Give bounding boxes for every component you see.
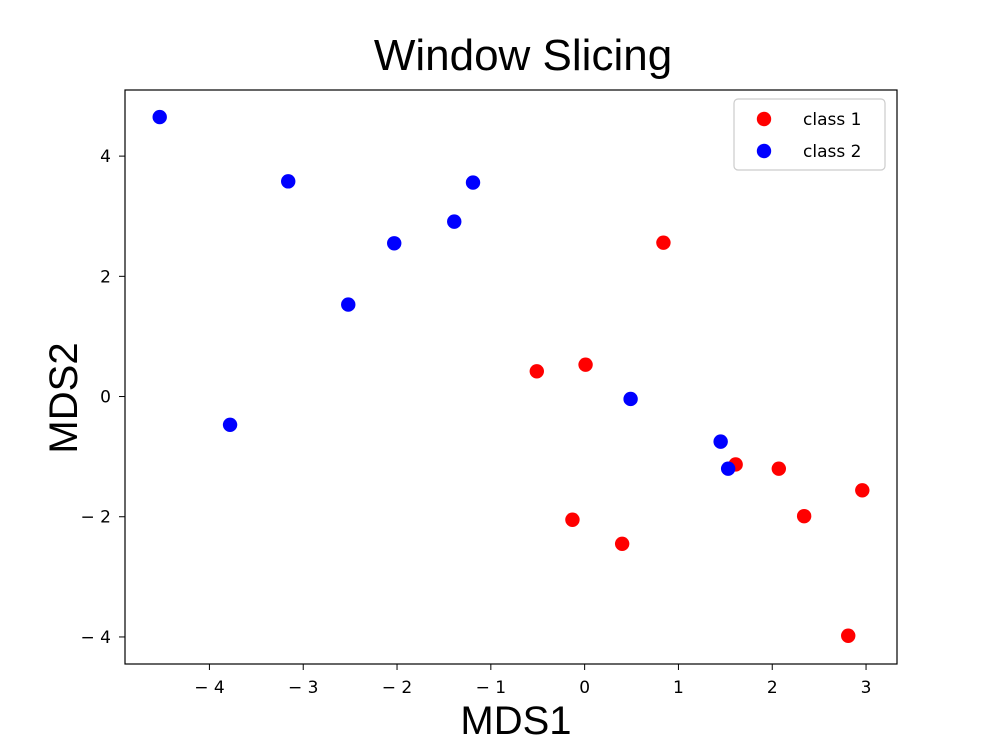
x-axis-ticks: − 4 − 3 − 2 − 1 0 1 2 3 [194,664,871,698]
x-tick-label: − 1 [476,678,506,698]
data-point-class-2 [465,175,481,190]
y-tick-label: 4 [100,147,111,167]
legend-label: class 2 [803,142,861,162]
legend-marker [756,111,772,127]
data-point-class-2 [222,417,238,432]
data-point-class-1 [614,536,630,551]
axes-frame [124,89,898,665]
data-point-class-2 [623,391,638,407]
data-point-class-1 [855,483,870,498]
legend: class 1 class 2 [733,98,886,171]
data-point-class-1 [565,512,580,527]
data-point-class-2 [720,461,736,476]
data-point-class-2 [341,297,356,312]
data-point-class-1 [771,461,787,476]
x-tick-label: 1 [673,678,684,698]
data-point-class-2 [281,174,296,189]
legend-box [733,98,886,171]
y-tick-label: 2 [100,267,111,287]
data-point-class-1 [796,508,812,524]
data-points [152,109,870,643]
data-point-class-1 [578,357,593,372]
y-axis-label: MDS2 [42,342,86,453]
data-point-class-1 [529,364,544,379]
y-tick-label: − 2 [81,508,111,528]
y-tick-label: − 4 [81,628,111,648]
x-axis-label: MDS1 [460,699,571,743]
plot-area: − 4 − 3 − 2 − 1 0 1 2 3 − 4 − 2 0 2 4 [81,89,898,698]
data-point-class-1 [841,628,856,643]
data-point-class-2 [387,236,402,251]
x-tick-label: − 2 [382,678,412,698]
x-tick-label: − 4 [194,678,224,698]
legend-marker [756,143,772,159]
data-point-class-2 [713,434,728,449]
chart-title: Window Slicing [374,31,672,80]
y-tick-label: 0 [100,388,111,408]
legend-label: class 1 [803,110,861,130]
x-tick-label: − 3 [288,678,318,698]
y-axis-ticks: − 4 − 2 0 2 4 [81,147,125,648]
x-tick-label: 3 [861,678,872,698]
x-tick-label: 0 [579,678,590,698]
data-point-class-2 [447,214,462,229]
data-point-class-1 [656,235,671,250]
x-tick-label: 2 [767,678,778,698]
data-point-class-2 [152,109,167,125]
